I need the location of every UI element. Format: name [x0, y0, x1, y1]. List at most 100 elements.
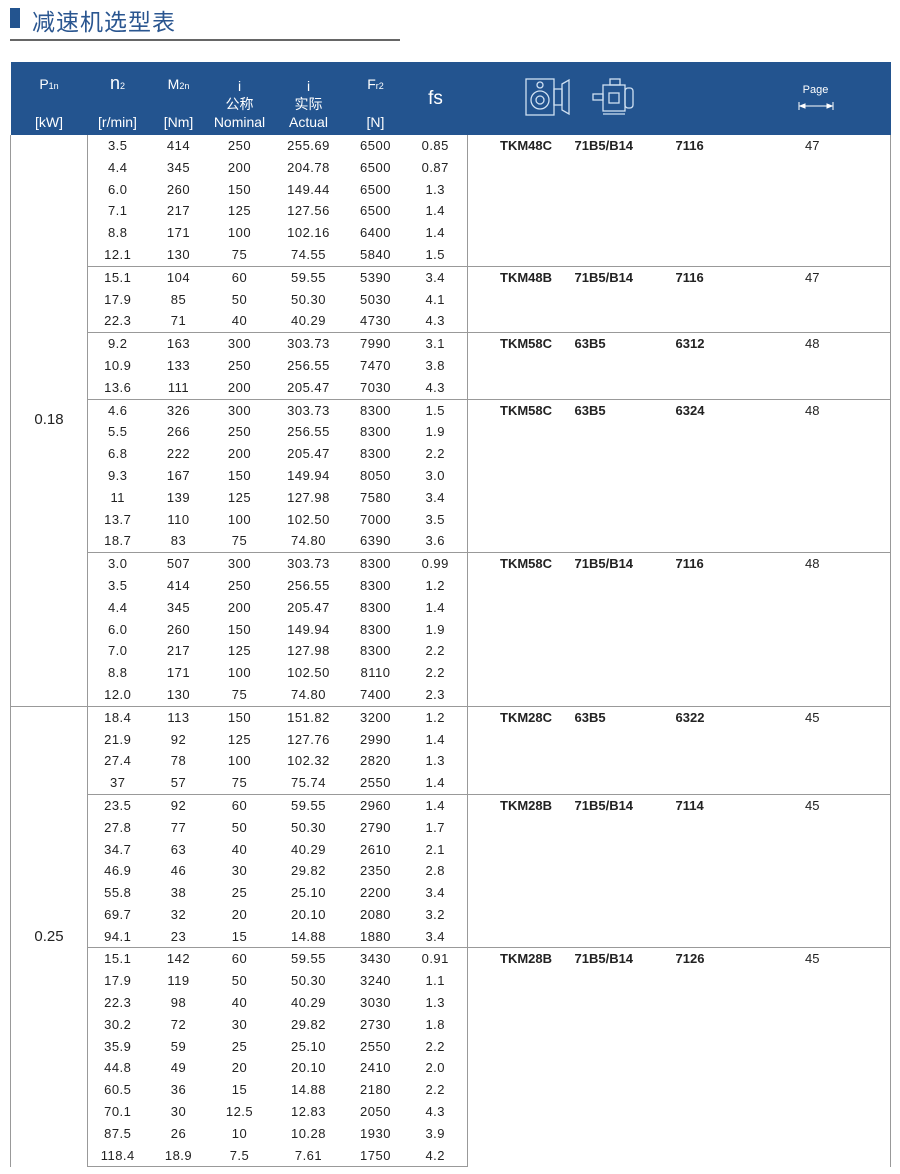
electric-motor-icon — [591, 77, 634, 115]
service-factor: 2.8 — [403, 860, 468, 883]
ratio-actual: 256.55 — [287, 357, 330, 373]
service-factor: 0.99 — [403, 552, 468, 575]
ratio-nominal: 12.5 — [225, 1104, 254, 1120]
radial-load: 6500 — [360, 181, 391, 197]
radial-load: 6500 — [360, 138, 391, 153]
radial-load: 2050 — [360, 1104, 391, 1120]
header-i-nominal: i 公称 Nominal — [209, 62, 270, 135]
radial-load: 5390 — [347, 265, 404, 289]
service-factor: 1.2 — [403, 574, 468, 597]
output-speed: 35.9 — [104, 1038, 132, 1054]
table-row: 6.0 260 150 149.44 6500 1.3 — [11, 178, 891, 201]
page-title: 减速机选型表 — [32, 9, 176, 35]
ratio-actual: 256.55 — [287, 577, 330, 593]
radial-load: 8050 — [360, 467, 391, 483]
output-speed: 6.8 — [107, 446, 128, 462]
selection-table: P1n [kW] n2 [r/min] M2n [Nm] i 公称 Nominal i 实际… — [10, 62, 891, 1168]
service-factor: 0.87 — [403, 156, 468, 179]
output-speed: 3.0 — [87, 552, 148, 575]
output-speed: 60.5 — [104, 1082, 132, 1098]
ratio-nominal: 250 — [227, 138, 252, 153]
output-torque: 345 — [166, 159, 191, 175]
table-row: 9.3 167 150 149.94 8050 3.0 — [11, 464, 891, 487]
output-torque: 414 — [166, 577, 191, 593]
output-torque: 111 — [167, 379, 190, 395]
ratio-actual: 40.29 — [290, 313, 327, 329]
ratio-actual: 29.82 — [290, 863, 327, 879]
radial-load: 5840 — [360, 246, 391, 262]
output-speed: 4.4 — [107, 599, 128, 615]
ratio-actual: 50.30 — [290, 973, 327, 989]
output-torque: 266 — [166, 424, 191, 440]
ratio-nominal: 60 — [209, 947, 270, 971]
ratio-actual: 25.10 — [290, 885, 327, 901]
service-factor: 3.4 — [403, 882, 468, 904]
output-speed: 15.1 — [87, 947, 148, 971]
service-factor: 3.8 — [403, 354, 468, 377]
table-row: 17.9 85 50 50.30 5030 4.1 — [11, 288, 891, 311]
table-row: 13.6 111 200 205.47 7030 4.3 — [11, 376, 891, 400]
output-speed: 17.9 — [104, 291, 132, 307]
ratio-nominal: 15 — [231, 1082, 248, 1098]
gearbox-model: TKM58C — [467, 332, 571, 400]
page-reference: 48 — [740, 398, 891, 553]
table-row: 4.6 326 300 303.73 8300 1.5 TKM58C 63B5 6324 48 — [11, 398, 891, 553]
ratio-actual: 12.83 — [290, 1104, 327, 1120]
service-factor: 4.1 — [403, 288, 468, 311]
service-factor: 1.2 — [403, 705, 468, 729]
table-row: 55.8 38 25 25.10 2200 3.4 — [11, 882, 891, 904]
radial-load: 3200 — [347, 705, 404, 729]
ratio-actual: 50.30 — [290, 291, 327, 307]
radial-load: 2410 — [360, 1060, 391, 1076]
output-speed: 87.5 — [104, 1125, 132, 1141]
table-body: 0.18 3.5 414 250 255.69 6500 0.85 TKM48C 71B5/B1… — [10, 135, 891, 1168]
ratio-actual: 149.94 — [287, 467, 330, 483]
ratio-nominal: 50 — [231, 291, 248, 307]
radial-load: 6500 — [360, 159, 391, 175]
table-row: 3.0 507 300 303.73 8300 0.99 TKM58C 71B5/B14 711… — [11, 552, 891, 707]
output-speed: 27.4 — [104, 753, 132, 769]
table-row: 60.5 36 15 14.88 2180 2.2 — [11, 1079, 891, 1102]
output-speed: 15.1 — [87, 265, 148, 289]
ratio-nominal: 7.5 — [209, 1144, 270, 1168]
output-torque: 345 — [166, 599, 191, 615]
selection-code: 7116 — [675, 138, 704, 153]
service-factor: 1.4 — [403, 222, 468, 244]
radial-load: 3030 — [360, 995, 391, 1011]
output-torque: 77 — [170, 819, 187, 835]
ratio-actual: 74.55 — [290, 246, 327, 262]
output-torque: 507 — [147, 552, 210, 575]
ratio-nominal: 300 — [209, 332, 270, 355]
table-row: 87.5 26 10 10.28 1930 3.9 — [11, 1122, 891, 1145]
table-row: 17.9 119 50 50.30 3240 1.1 — [11, 970, 891, 993]
output-torque: 92 — [147, 793, 210, 817]
ratio-actual: 59.55 — [269, 947, 348, 971]
service-factor: 2.0 — [403, 1057, 468, 1080]
radial-load: 2350 — [360, 863, 391, 879]
output-speed: 17.9 — [104, 973, 132, 989]
ratio-actual: 205.47 — [287, 446, 330, 462]
service-factor: 0.85 — [403, 135, 468, 157]
ratio-nominal: 60 — [209, 265, 270, 289]
table-row: 44.8 49 20 20.10 2410 2.0 — [11, 1057, 891, 1080]
output-speed: 9.3 — [107, 467, 128, 483]
output-torque: 326 — [147, 398, 210, 422]
output-speed: 22.3 — [104, 313, 132, 329]
service-factor: 1.3 — [403, 992, 468, 1014]
ratio-nominal: 200 — [227, 379, 252, 395]
output-torque: 98 — [170, 995, 187, 1011]
ratio-actual: 14.88 — [290, 1082, 327, 1098]
radial-load: 5030 — [360, 291, 391, 307]
ratio-nominal: 75 — [231, 533, 248, 549]
output-speed: 44.8 — [104, 1060, 132, 1076]
gearbox-model: TKM28B — [467, 793, 571, 948]
ratio-actual: 29.82 — [290, 1016, 327, 1032]
input-power: 0.18 — [10, 135, 88, 707]
output-torque: 130 — [166, 686, 191, 702]
header-page: Page — [740, 62, 891, 135]
ratio-nominal: 25 — [231, 1038, 248, 1054]
service-factor: 1.4 — [403, 200, 468, 223]
ratio-nominal: 40 — [231, 995, 248, 1011]
service-factor: 1.3 — [403, 178, 468, 201]
gearbox-model: TKM58C — [467, 398, 571, 553]
